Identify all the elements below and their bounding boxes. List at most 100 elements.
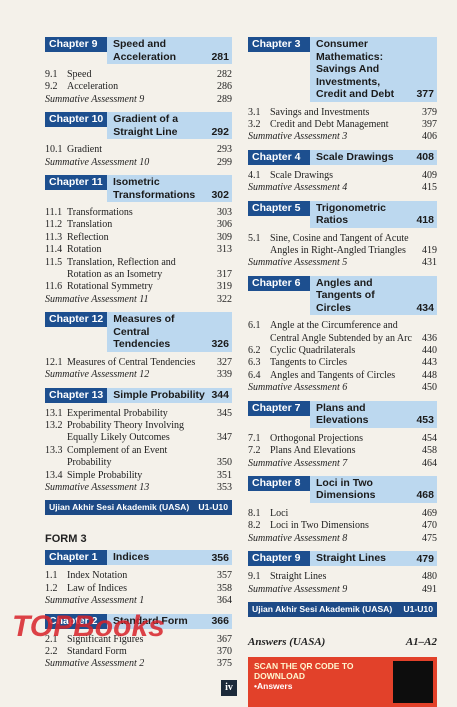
- chapter-section: Chapter 3 Consumer Mathematics: Savings A…: [248, 37, 437, 144]
- toc-entry: 2.1 Significant Figures 367: [45, 634, 232, 646]
- chapter-title-box: Consumer Mathematics: Savings And Invest…: [310, 37, 437, 102]
- entry-text: Loci in Two Dimensions: [270, 520, 369, 532]
- summative-entry: Summative Assessment 6 450: [248, 382, 437, 394]
- chapter-label: Chapter 13: [45, 387, 108, 403]
- summative-entry: Summative Assessment 11 322: [45, 294, 232, 306]
- toc-entry: 4.1 Scale Drawings 409: [248, 170, 437, 182]
- chapter-page: 366: [211, 615, 229, 628]
- chapter-label: Chapter 1: [45, 550, 107, 566]
- summative-entry: Summative Assessment 8 475: [248, 533, 437, 545]
- chapter-section: Chapter 1 Indices 356 1.1 Index Notation 357 1…: [45, 550, 232, 607]
- qr-box: SCAN THE QR CODE TO DOWNLOADAnswers: [248, 656, 437, 707]
- entry-text: Credit and Debt Management: [270, 118, 389, 130]
- entry-page: 282: [217, 69, 232, 80]
- summative-page: 475: [422, 532, 437, 544]
- answers-entry: Answers (UASA) A1–A2: [248, 635, 437, 649]
- entry-page: 379: [422, 106, 437, 118]
- chapter-header: Chapter 8 Loci in Two Dimensions 468: [248, 475, 437, 503]
- summative-page: 339: [217, 369, 232, 381]
- summative-page: 289: [217, 93, 232, 105]
- chapter-title: Simple Probability: [113, 388, 205, 401]
- uasa-text: Ujian Akhir Sesi Akademik (UASA): [252, 603, 393, 614]
- summative-text: Summative Assessment 8: [248, 532, 348, 544]
- summative-entry: Summative Assessment 3 406: [248, 131, 437, 143]
- chapter-header: Chapter 3 Consumer Mathematics: Savings A…: [248, 37, 437, 102]
- entry-number: 11.5: [45, 256, 63, 268]
- chapter-title-box: Gradient of a Straight Line 292: [107, 112, 232, 140]
- chapter-header: Chapter 12 Measures of Central Tendencies…: [45, 312, 232, 352]
- summative-entry: Summative Assessment 12 339: [45, 369, 232, 381]
- summative-page: 353: [217, 482, 232, 494]
- chapter-header: Chapter 4 Scale Drawings 408: [248, 149, 437, 165]
- uasa-range: U1-U10: [198, 502, 228, 513]
- toc-entry: 13.3 Complement of an Event Probability 35…: [45, 445, 232, 470]
- chapter-page: 453: [416, 414, 434, 427]
- summative-text: Summative Assessment 5: [248, 257, 348, 269]
- summative-text: Summative Assessment 11: [45, 293, 149, 305]
- chapter-header: Chapter 2 Standard Form 366: [45, 613, 232, 629]
- toc-entry: 11.4 Rotation 313: [45, 244, 232, 256]
- entry-text: Plans And Elevations: [270, 445, 356, 457]
- uasa-bar: Ujian Akhir Sesi Akademik (UASA) U1-U10: [45, 500, 232, 516]
- chapter-header: Chapter 1 Indices 356: [45, 550, 232, 566]
- entry-page: 370: [217, 646, 232, 658]
- entry-page: 313: [217, 244, 232, 256]
- uasa-bar: Ujian Akhir Sesi Akademik (UASA) U1-U10: [248, 601, 437, 617]
- chapter-page: 302: [211, 188, 229, 201]
- toc-entry: 5.1 Sine, Cosine and Tangent of Acute Ang…: [248, 233, 437, 258]
- summative-page: 464: [422, 457, 437, 469]
- toc-entry: 3.1 Savings and Investments 379: [248, 107, 437, 119]
- entry-page: 303: [217, 207, 232, 219]
- entry-number: 4.1: [248, 169, 261, 181]
- chapter-title-box: Isometric Transformations 302: [107, 175, 232, 203]
- entry-number: 13.4: [45, 469, 63, 481]
- toc-entry: 10.1 Gradient 293: [45, 144, 232, 156]
- chapter-title: Consumer Mathematics: Savings And Invest…: [316, 38, 395, 100]
- chapter-header: Chapter 5 Trigonometric Ratios 418: [248, 200, 437, 228]
- qr-title: SCAN THE QR CODE TO DOWNLOAD: [254, 660, 354, 681]
- entry-text: Gradient: [67, 144, 102, 156]
- chapter-title-box: Standard Form 366: [107, 613, 232, 629]
- summative-text: Summative Assessment 2: [45, 658, 145, 670]
- entry-page: 347: [217, 432, 232, 444]
- chapter-page: 292: [211, 125, 229, 138]
- summative-text: Summative Assessment 9: [248, 583, 348, 595]
- entry-text: Law of Indices: [67, 582, 127, 594]
- entry-number: 2.2: [45, 646, 58, 658]
- chapter-section: Chapter 5 Trigonometric Ratios 418 5.1 Sine,…: [248, 200, 437, 270]
- answers-pages: A1–A2: [405, 635, 437, 648]
- entry-page: 436: [422, 332, 437, 344]
- chapter-title: Loci in Two Dimensions: [316, 476, 376, 502]
- entry-page: 409: [422, 169, 437, 181]
- chapter-label: Chapter 4: [248, 149, 310, 165]
- summative-page: 406: [422, 131, 437, 143]
- chapter-label: Chapter 8: [248, 475, 310, 491]
- entry-text: Rotational Symmetry: [67, 281, 153, 293]
- entry-text: Savings and Investments: [270, 106, 370, 118]
- entry-page: 319: [217, 281, 232, 293]
- entry-page: 293: [217, 144, 232, 156]
- entry-text: Simple Probability: [67, 469, 143, 481]
- chapter-page: 434: [416, 301, 434, 314]
- toc-entry: 7.1 Orthogonal Projections 454: [248, 433, 437, 445]
- chapter-section: Chapter 6 Angles and Tangents of Circles 4…: [248, 275, 437, 395]
- entry-text: Reflection: [67, 231, 109, 243]
- summative-page: 299: [217, 156, 232, 168]
- right-column: Chapter 3 Consumer Mathematics: Savings A…: [248, 37, 437, 707]
- entry-number: 11.4: [45, 244, 63, 256]
- entry-number: 11.3: [45, 231, 63, 243]
- chapter-section: Chapter 9 Speed and Acceleration 281 9.1 Spe…: [45, 37, 232, 106]
- chapter-header: Chapter 11 Isometric Transformations 302: [45, 175, 232, 203]
- entry-text: Angles and Tangents of Circles: [270, 369, 396, 381]
- entry-page: 469: [422, 507, 437, 519]
- summative-text: Summative Assessment 13: [45, 482, 150, 494]
- chapter-label: Chapter 6: [248, 275, 310, 291]
- entry-page: 286: [217, 81, 232, 93]
- chapter-page: 468: [416, 489, 434, 502]
- chapter-section: Chapter 2 Standard Form 366 2.1 Significant …: [45, 613, 232, 671]
- entry-number: 2.1: [45, 633, 58, 645]
- chapter-title: Plans and Elevations: [316, 401, 369, 427]
- chapter-header: Chapter 6 Angles and Tangents of Circles 4…: [248, 275, 437, 316]
- entry-number: 8.1: [248, 507, 261, 519]
- toc-entry: 7.2 Plans And Elevations 458: [248, 445, 437, 457]
